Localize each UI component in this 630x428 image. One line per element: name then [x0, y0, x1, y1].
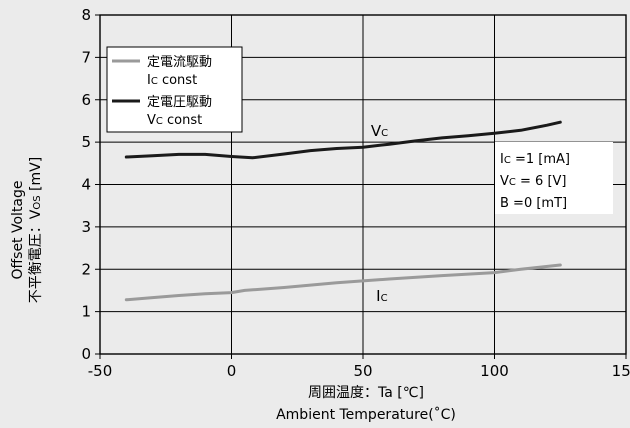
- y-axis-label-jp: 不平衡電圧：VOS [mV]: [28, 157, 44, 303]
- y-axis-ticks: 0 1 2 3 4 5 6 7 8: [81, 6, 100, 363]
- x-axis-label-en: Ambient Temperature(˚C): [276, 406, 456, 423]
- series-label-vc: VC: [371, 122, 388, 140]
- x-tick-label: 100: [480, 362, 509, 380]
- y-axis-label-en: Offset Voltage: [10, 180, 26, 279]
- x-axis-ticks: -50 0 50 100 150: [88, 354, 630, 380]
- y-tick-label: 2: [81, 260, 91, 278]
- conditions-box: IC =1 [mA] VC = 6 [V] B =0 [mT]: [495, 142, 613, 214]
- legend-label-en: IC const: [147, 73, 197, 88]
- y-tick-label: 6: [81, 91, 91, 109]
- y-tick-label: 4: [81, 176, 91, 194]
- y-tick-label: 0: [81, 345, 91, 363]
- y-tick-label: 3: [81, 218, 91, 236]
- legend: 定電流駆動 IC const 定電圧駆動 VC const: [106, 46, 243, 133]
- y-tick-label: 5: [81, 133, 91, 151]
- conditions-box-bg: [495, 142, 613, 214]
- legend-label-en: VC const: [147, 113, 202, 128]
- legend-label-jp: 定電流駆動: [147, 55, 212, 70]
- x-tick-label: 50: [353, 362, 372, 380]
- series-line-vc: [124, 120, 562, 160]
- condition-line: VC = 6 [V]: [500, 174, 567, 189]
- x-tick-label: 0: [227, 362, 237, 380]
- x-axis-label-jp: 周囲温度：Ta [℃]: [308, 385, 424, 401]
- y-tick-label: 8: [81, 6, 91, 24]
- condition-line: B =0 [mT]: [500, 196, 567, 211]
- x-tick-label: -50: [88, 362, 113, 380]
- y-tick-label: 7: [81, 48, 91, 66]
- y-tick-label: 1: [81, 303, 91, 321]
- condition-line: IC =1 [mA]: [500, 152, 570, 167]
- legend-label-jp: 定電圧駆動: [147, 95, 212, 110]
- series-line-ic: [124, 263, 562, 302]
- series-lines: [124, 120, 562, 302]
- x-tick-label: 150: [612, 362, 630, 380]
- series-label-ic: IC: [376, 287, 387, 305]
- series-labels: VC IC: [371, 122, 388, 305]
